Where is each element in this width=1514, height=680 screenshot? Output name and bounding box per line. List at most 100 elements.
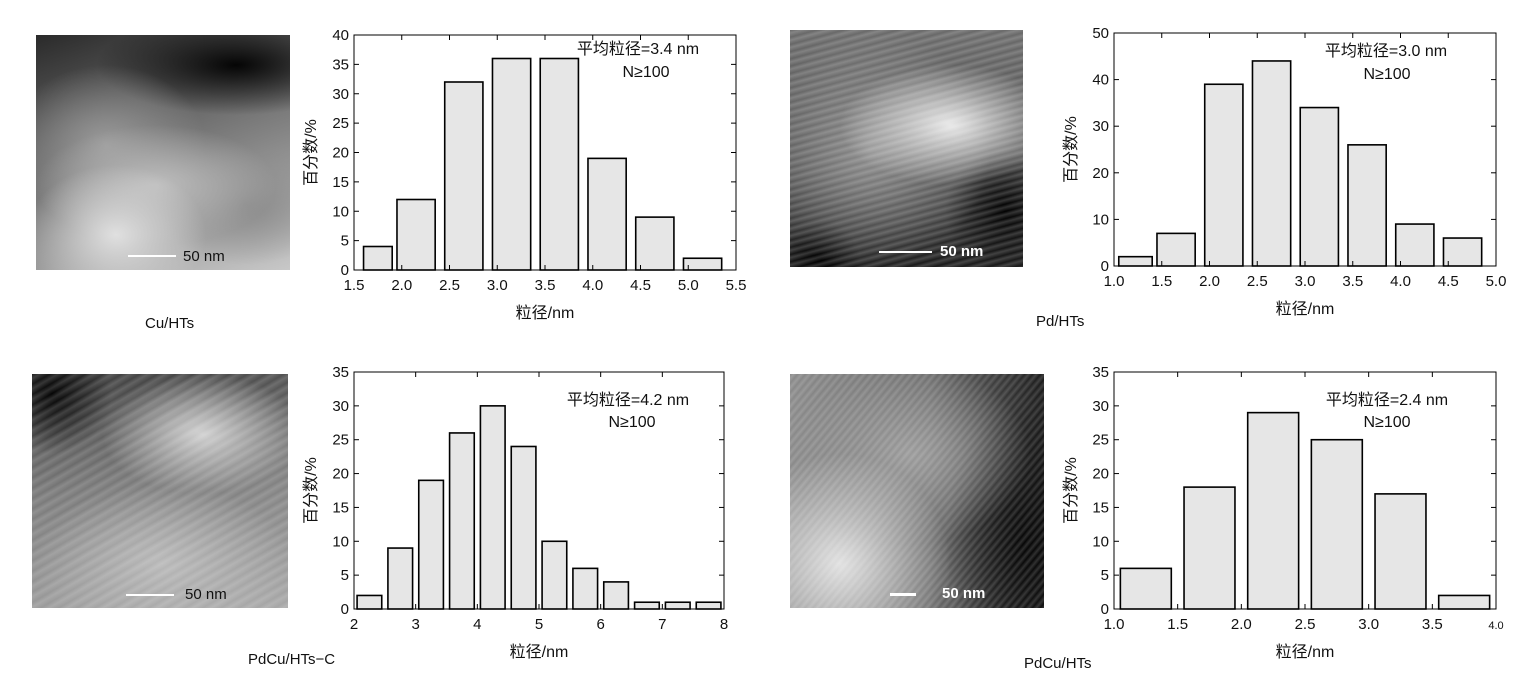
y-tick-label: 30 — [1092, 118, 1109, 135]
histogram-bar — [1203, 83, 1244, 267]
scale-bar-label: 50 nm — [185, 586, 227, 603]
mean-size-annotation: 平均粒径=3.4 nm — [577, 40, 699, 58]
histogram-bar — [1117, 255, 1154, 267]
y-tick-label: 15 — [332, 174, 349, 191]
mean-size-annotation: 平均粒径=3.0 nm — [1325, 42, 1447, 60]
x-tick-label: 1.5 — [344, 277, 365, 294]
mean-size-annotation: 平均粒径=4.2 nm — [567, 391, 689, 409]
x-tick-label: 1.5 — [1151, 273, 1172, 290]
histogram-bar — [1299, 106, 1340, 267]
histogram-bar — [479, 405, 506, 610]
histogram-bar — [510, 445, 537, 610]
chart-3: 0 5 10 15 20 25 30 35 2 3 4 5 6 7 8 粒径/nm 百分数/% 平均粒径=4.2 … — [302, 364, 728, 661]
scale-bar — [890, 593, 916, 596]
scale-bar-label: 50 nm — [183, 248, 225, 265]
y-tick-label: 50 — [1092, 25, 1109, 42]
histogram-bar — [491, 57, 532, 271]
histogram-bar — [443, 81, 484, 271]
y-tick-label: 10 — [332, 203, 349, 220]
y-tick-label: 30 — [1092, 398, 1109, 415]
x-axis-label: 粒径/nm — [1276, 643, 1335, 661]
x-tick-label: 3 — [411, 616, 419, 633]
tem-image-pdcu-hts-c — [32, 374, 288, 608]
x-tick-label: 3.0 — [1358, 616, 1379, 633]
scale-bar-label: 50 nm — [940, 243, 984, 260]
y-axis-label: 百分数/% — [1062, 457, 1080, 524]
histogram-bar — [387, 547, 414, 610]
mean-size-annotation: 平均粒径=2.4 nm — [1326, 391, 1448, 409]
chart-4: 0 5 10 15 20 25 30 35 1.0 1.5 2.0 2.5 3.0 3.5 4.0 粒径/nm… — [1062, 364, 1504, 661]
histogram-bar — [1156, 232, 1196, 267]
histogram-bar — [1442, 237, 1483, 267]
histogram-bar — [396, 198, 436, 271]
histogram-bar — [1437, 594, 1491, 610]
x-tick-label: 4.0 — [582, 277, 603, 294]
scale-bar-label: 50 nm — [942, 585, 986, 602]
y-axis-label: 百分数/% — [302, 119, 320, 186]
x-tick-label: 5.5 — [726, 277, 747, 294]
x-axis-label: 粒径/nm — [510, 643, 569, 661]
x-tick-label: 6 — [596, 616, 604, 633]
x-tick-label: 4.0 — [1390, 273, 1411, 290]
histogram-bar — [1246, 411, 1300, 610]
y-tick-label: 10 — [332, 533, 349, 550]
y-tick-label: 5 — [1101, 567, 1109, 584]
y-tick-label: 20 — [332, 466, 349, 483]
x-tick-label: 4.0 — [1488, 620, 1503, 632]
x-tick-label: 4.5 — [1438, 273, 1459, 290]
histogram-bar — [1374, 493, 1427, 610]
panel-caption: Cu/HTs — [145, 315, 195, 332]
sample-count-annotation: N≥100 — [622, 64, 669, 81]
y-tick-label: 5 — [341, 567, 349, 584]
y-tick-label: 0 — [1101, 258, 1109, 275]
x-tick-label: 1.0 — [1104, 273, 1125, 290]
y-tick-label: 0 — [1101, 601, 1109, 618]
y-tick-label: 0 — [341, 262, 349, 279]
x-tick-label: 7 — [658, 616, 666, 633]
histogram-bar — [682, 257, 723, 271]
histogram-bar — [417, 479, 445, 610]
x-tick-label: 2.0 — [1199, 273, 1220, 290]
y-tick-label: 10 — [1092, 533, 1109, 550]
scale-bar — [126, 594, 174, 596]
histogram-bar — [541, 540, 568, 610]
x-tick-label: 5.0 — [1486, 273, 1507, 290]
histogram-bar — [539, 57, 580, 271]
histogram-bar — [633, 601, 661, 610]
x-axis-label: 粒径/nm — [1276, 300, 1335, 318]
chart-2: 0 10 20 30 40 50 1.0 1.5 2.0 2.5 3.0 3.5 4.0 4.5 5.0 粒径… — [1062, 25, 1506, 318]
histogram-bar — [1394, 223, 1435, 267]
y-tick-label: 40 — [332, 27, 349, 44]
histogram-bar — [1310, 438, 1364, 610]
panel-caption: PdCu/HTs−C — [248, 651, 336, 668]
sample-count-annotation: N≥100 — [1363, 66, 1410, 83]
y-tick-label: 20 — [1092, 466, 1109, 483]
x-tick-label: 2.0 — [1231, 616, 1252, 633]
x-tick-label: 3.0 — [1295, 273, 1316, 290]
x-tick-label: 2.0 — [391, 277, 412, 294]
x-tick-label: 3.5 — [1422, 616, 1443, 633]
panel-caption: PdCu/HTs — [1024, 655, 1092, 672]
sample-count-annotation: N≥100 — [608, 414, 655, 431]
histogram-bar — [695, 601, 722, 610]
histogram-bar — [572, 567, 599, 610]
y-axis-label: 百分数/% — [302, 457, 320, 524]
panel-caption: Pd/HTs — [1036, 313, 1085, 330]
histogram-bar — [1347, 144, 1387, 267]
x-tick-label: 2.5 — [1295, 616, 1316, 633]
y-tick-label: 40 — [1092, 72, 1109, 89]
x-tick-label: 2.5 — [1247, 273, 1268, 290]
y-tick-label: 15 — [332, 499, 349, 516]
y-tick-label: 15 — [1092, 499, 1109, 516]
chart-1: 0 5 10 15 20 25 30 35 40 1.5 2.0 2.5 3.0 3.5 4.0 4.5 5.0… — [302, 27, 746, 322]
scale-bar — [128, 255, 176, 257]
x-tick-label: 2.5 — [439, 277, 460, 294]
x-tick-label: 4.5 — [630, 277, 651, 294]
y-tick-label: 35 — [332, 56, 349, 73]
x-tick-label: 2 — [350, 616, 358, 633]
x-axis-label: 粒径/nm — [516, 304, 575, 322]
x-tick-label: 3.5 — [535, 277, 556, 294]
histogram-bar — [664, 601, 691, 610]
histogram-bar — [1119, 567, 1173, 610]
x-tick-label: 3.0 — [487, 277, 508, 294]
